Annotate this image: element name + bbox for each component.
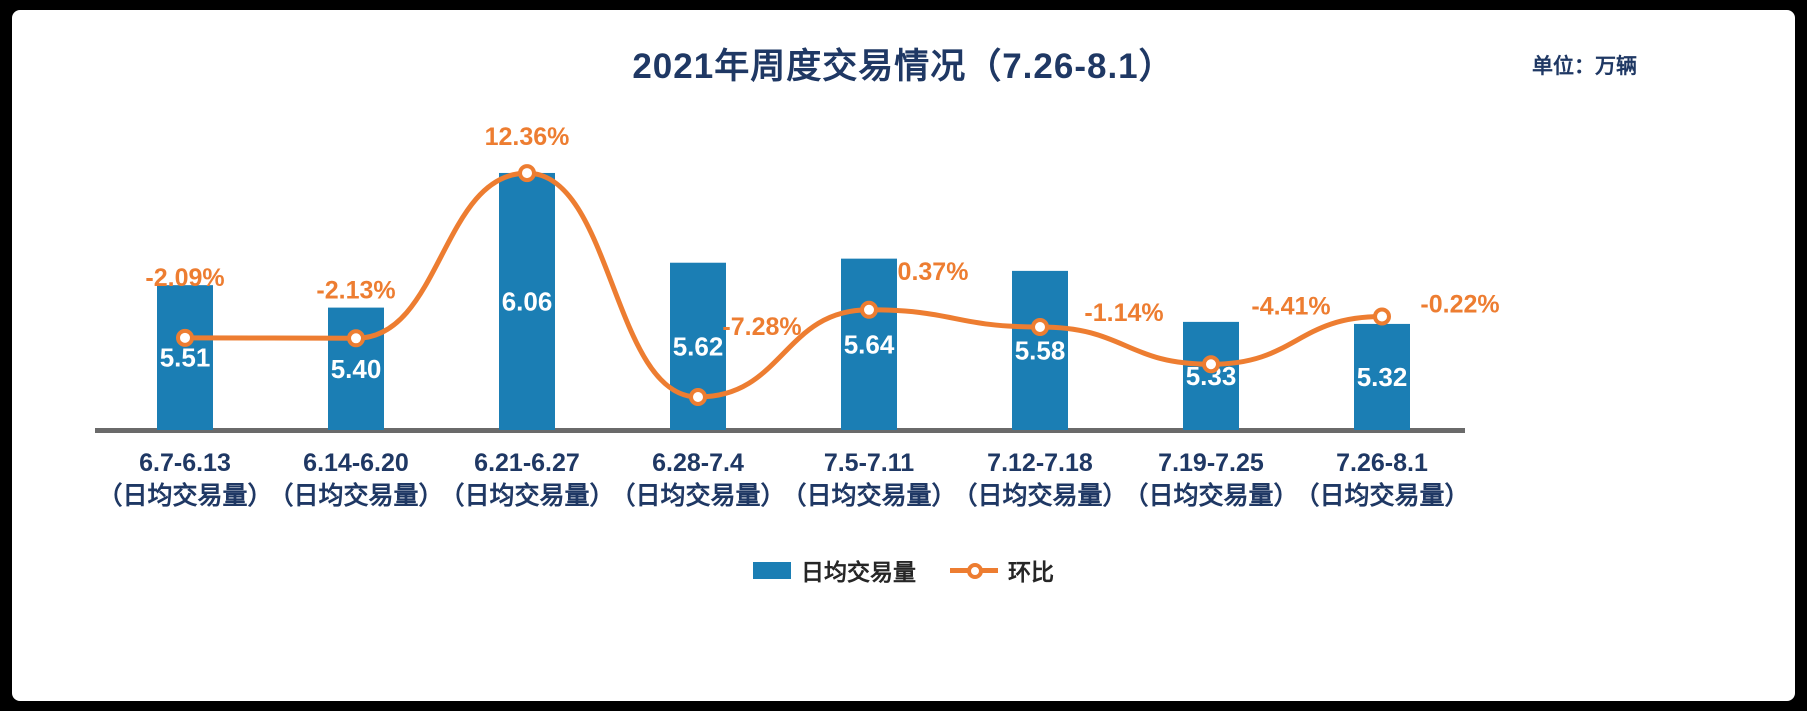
legend-item-bar: 日均交易量 bbox=[753, 553, 916, 587]
bar-value-label: 6.06 bbox=[502, 286, 553, 316]
ratio-value-label: -2.13% bbox=[316, 276, 395, 304]
x-axis-sublabel: （日均交易量） bbox=[952, 481, 1127, 510]
x-axis-label: 7.19-7.25 bbox=[1158, 449, 1264, 477]
line-marker bbox=[689, 387, 707, 406]
bar bbox=[1183, 321, 1239, 430]
ratio-value-label: -1.14% bbox=[1084, 299, 1163, 327]
x-axis-label: 6.28-7.4 bbox=[652, 449, 744, 477]
x-axis-label: 7.5-7.11 bbox=[824, 449, 914, 477]
x-axis-sublabel: （日均交易量） bbox=[97, 481, 272, 510]
line-marker bbox=[860, 300, 878, 319]
line-marker bbox=[347, 329, 365, 348]
ratio-value-label: -0.22% bbox=[1420, 291, 1499, 319]
x-axis-label: 6.21-6.27 bbox=[474, 449, 580, 477]
line-marker bbox=[1373, 307, 1391, 326]
chart-card bbox=[12, 10, 1795, 701]
bar bbox=[841, 258, 897, 430]
bar-value-label: 5.40 bbox=[331, 354, 382, 384]
x-axis-label: 6.14-6.20 bbox=[303, 449, 409, 477]
line-marker bbox=[518, 164, 536, 183]
line-marker bbox=[1031, 317, 1049, 336]
x-axis-label: 7.26-8.1 bbox=[1336, 449, 1428, 477]
bar bbox=[1354, 323, 1410, 430]
line-marker bbox=[176, 328, 194, 347]
bar bbox=[1012, 270, 1068, 430]
legend-bar-label: 日均交易量 bbox=[801, 559, 916, 585]
bar-series-swatch-icon bbox=[753, 561, 791, 579]
bar-value-label: 5.58 bbox=[1015, 335, 1066, 365]
legend-item-line: 环比 bbox=[950, 553, 1054, 587]
legend: 日均交易量 环比 bbox=[0, 553, 1807, 587]
x-axis-sublabel: （日均交易量） bbox=[610, 481, 785, 510]
bar-value-label: 5.62 bbox=[673, 331, 724, 361]
bar bbox=[328, 307, 384, 430]
ratio-value-label: -7.28% bbox=[722, 313, 801, 341]
chart-title: 2021年周度交易情况（7.26-8.1） bbox=[632, 47, 1175, 86]
bar-value-label: 5.64 bbox=[844, 329, 895, 359]
unit-label: 单位：万辆 bbox=[1532, 55, 1637, 78]
line-marker bbox=[1202, 355, 1220, 374]
x-axis-label: 7.12-7.18 bbox=[987, 449, 1093, 477]
ratio-value-label: -2.09% bbox=[145, 264, 224, 292]
bar bbox=[157, 285, 213, 430]
bar-value-label: 5.32 bbox=[1357, 362, 1408, 392]
ratio-value-label: 12.36% bbox=[485, 123, 570, 151]
x-axis-sublabel: （日均交易量） bbox=[1294, 481, 1469, 510]
bar bbox=[499, 172, 555, 430]
ratio-value-label: -4.41% bbox=[1251, 292, 1330, 320]
ratio-value-label: 0.37% bbox=[898, 258, 969, 286]
x-axis-line bbox=[95, 428, 1465, 433]
x-axis-sublabel: （日均交易量） bbox=[781, 481, 956, 510]
x-axis-sublabel: （日均交易量） bbox=[268, 481, 443, 510]
bar-value-label: 5.51 bbox=[160, 343, 211, 373]
ratio-line bbox=[182, 170, 1385, 400]
legend-line-label: 环比 bbox=[1008, 559, 1054, 585]
x-axis-sublabel: （日均交易量） bbox=[439, 481, 614, 510]
x-axis-sublabel: （日均交易量） bbox=[1123, 481, 1298, 510]
x-axis-label: 6.7-6.13 bbox=[139, 449, 231, 477]
line-series-swatch-icon bbox=[950, 560, 998, 580]
